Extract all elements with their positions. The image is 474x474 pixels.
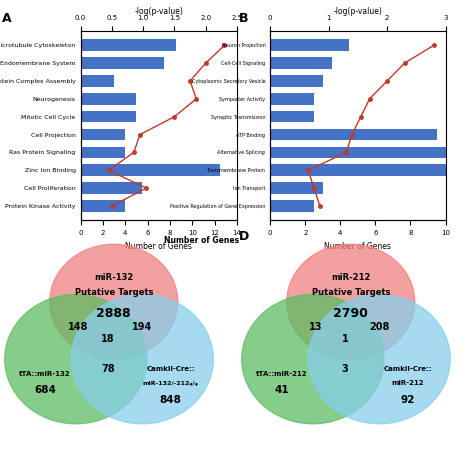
Bar xyxy=(270,164,446,176)
Bar xyxy=(81,39,175,51)
Text: Putative Targets: Putative Targets xyxy=(311,288,390,297)
Text: 208: 208 xyxy=(369,322,389,332)
Text: 92: 92 xyxy=(401,395,415,405)
Bar xyxy=(81,93,137,105)
Text: Putative Targets: Putative Targets xyxy=(74,288,153,297)
Text: B: B xyxy=(239,12,249,25)
X-axis label: -log(p-value): -log(p-value) xyxy=(134,7,183,16)
Text: miR-212: miR-212 xyxy=(331,273,371,282)
X-axis label: Number of Genes: Number of Genes xyxy=(324,242,392,251)
Text: 13: 13 xyxy=(309,322,322,332)
Bar xyxy=(270,75,323,87)
Text: 194: 194 xyxy=(132,322,152,332)
Text: 1: 1 xyxy=(341,334,348,344)
Bar xyxy=(270,111,314,122)
X-axis label: Number of Genes: Number of Genes xyxy=(125,242,192,251)
Bar xyxy=(81,75,114,87)
Text: CamkII-Cre::: CamkII-Cre:: xyxy=(146,366,195,372)
Ellipse shape xyxy=(5,294,147,424)
Bar xyxy=(270,146,446,158)
Text: 78: 78 xyxy=(101,364,115,374)
Ellipse shape xyxy=(308,294,450,424)
Ellipse shape xyxy=(50,244,178,359)
Ellipse shape xyxy=(242,294,384,424)
Text: miR-132: miR-132 xyxy=(94,273,133,282)
Text: 2790: 2790 xyxy=(333,307,368,320)
Text: Number of Genes: Number of Genes xyxy=(164,236,239,245)
Bar xyxy=(270,182,323,194)
Text: 148: 148 xyxy=(68,322,88,332)
Bar xyxy=(270,200,314,212)
Bar xyxy=(270,39,349,51)
Bar xyxy=(81,164,220,176)
Text: 684: 684 xyxy=(34,385,56,395)
Bar xyxy=(81,200,125,212)
Text: tTA::miR-132: tTA::miR-132 xyxy=(19,371,71,376)
Bar xyxy=(81,129,125,140)
Text: miR-132/-212ᵩ/ᵩ: miR-132/-212ᵩ/ᵩ xyxy=(143,381,199,385)
Text: CamkII-Cre::: CamkII-Cre:: xyxy=(383,366,432,372)
Bar xyxy=(270,129,437,140)
Text: 848: 848 xyxy=(160,395,182,405)
Text: 41: 41 xyxy=(275,385,289,395)
X-axis label: -log(p-value): -log(p-value) xyxy=(333,7,383,16)
Text: D: D xyxy=(239,230,250,243)
Text: miR-212: miR-212 xyxy=(392,380,424,386)
Bar xyxy=(81,146,125,158)
Text: 2888: 2888 xyxy=(96,307,131,320)
Bar xyxy=(270,57,331,69)
Bar xyxy=(81,182,142,194)
Text: A: A xyxy=(2,12,12,25)
Bar xyxy=(81,57,164,69)
Bar xyxy=(81,111,137,122)
Text: tTA::miR-212: tTA::miR-212 xyxy=(256,371,308,376)
Text: 3: 3 xyxy=(341,364,348,374)
Ellipse shape xyxy=(287,244,415,359)
Text: 18: 18 xyxy=(101,334,115,344)
Bar xyxy=(270,93,314,105)
Ellipse shape xyxy=(71,294,213,424)
